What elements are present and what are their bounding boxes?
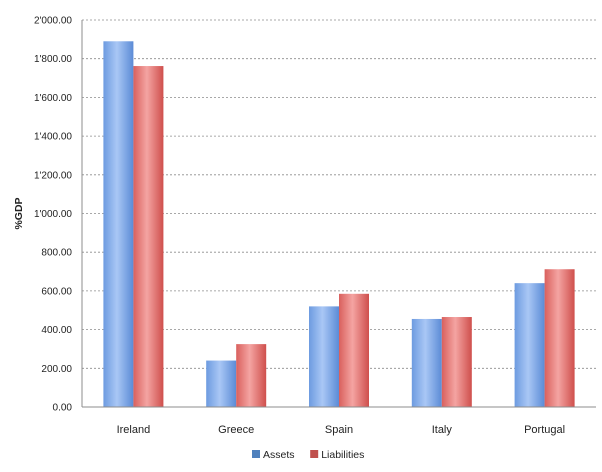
y-tick-label: 1'400.00	[34, 132, 72, 143]
y-tick-label: 1'200.00	[34, 170, 72, 181]
bar-assets-italy	[411, 318, 442, 407]
bar-liabilities-portugal	[544, 269, 575, 407]
x-category-label: Spain	[325, 424, 353, 436]
y-tick-label: 600.00	[41, 286, 72, 297]
bars	[103, 41, 575, 407]
x-category-label: Ireland	[117, 424, 151, 436]
legend: Assets Liabilities	[252, 449, 364, 461]
y-tick-label: 1'800.00	[34, 54, 72, 65]
legend-label-assets: Assets	[263, 449, 295, 461]
legend-label-liabilities: Liabilities	[321, 449, 364, 461]
y-axis-title: %GDP	[13, 197, 25, 229]
y-tick-label: 1'600.00	[34, 93, 72, 104]
bar-liabilities-greece	[236, 344, 267, 407]
bar-liabilities-ireland	[133, 66, 164, 407]
x-category-label: Italy	[432, 424, 453, 436]
legend-swatch-liabilities	[310, 450, 319, 458]
bar-assets-ireland	[103, 41, 134, 407]
y-tick-label: 400.00	[41, 325, 72, 336]
legend-swatch-assets	[252, 450, 260, 458]
gridlines	[82, 19, 596, 369]
x-category-label: Portugal	[524, 424, 565, 436]
bar-assets-spain	[309, 306, 339, 407]
x-category-label: Greece	[218, 424, 254, 436]
bar-liabilities-spain	[339, 293, 369, 407]
y-tick-label: 800.00	[41, 248, 72, 259]
y-tick-label: 0.00	[53, 403, 73, 414]
x-axis-category-labels: Ireland Greece Spain Italy Portugal	[117, 424, 566, 436]
bar-liabilities-italy	[441, 317, 472, 407]
y-tick-label: 200.00	[41, 364, 72, 375]
bar-assets-portugal	[514, 283, 545, 407]
y-tick-label: 1'000.00	[34, 209, 72, 220]
bar-assets-greece	[206, 360, 237, 407]
y-tick-label: 2'000.00	[34, 16, 72, 27]
y-axis-tick-labels: 0.00 200.00 400.00 600.00 800.00 1'000.00 1'20…	[34, 16, 72, 414]
